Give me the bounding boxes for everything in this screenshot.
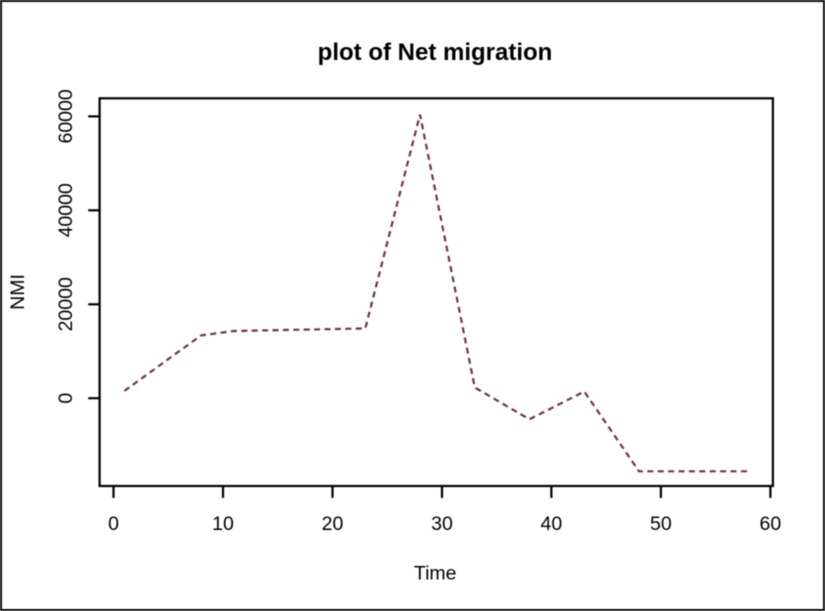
svg-text:40000: 40000	[55, 183, 77, 237]
svg-text:20: 20	[322, 513, 344, 535]
svg-text:50: 50	[650, 513, 672, 535]
svg-text:Time: Time	[414, 562, 457, 584]
svg-text:0: 0	[108, 513, 119, 535]
svg-text:10: 10	[212, 513, 234, 535]
svg-text:30: 30	[431, 513, 453, 535]
svg-text:40: 40	[541, 513, 563, 535]
svg-text:plot of Net migration: plot of Net migration	[318, 39, 553, 66]
svg-text:60000: 60000	[55, 89, 77, 143]
svg-text:60: 60	[760, 513, 782, 535]
svg-text:0: 0	[55, 393, 77, 404]
svg-text:20000: 20000	[55, 277, 77, 331]
svg-text:NMI: NMI	[7, 274, 29, 310]
